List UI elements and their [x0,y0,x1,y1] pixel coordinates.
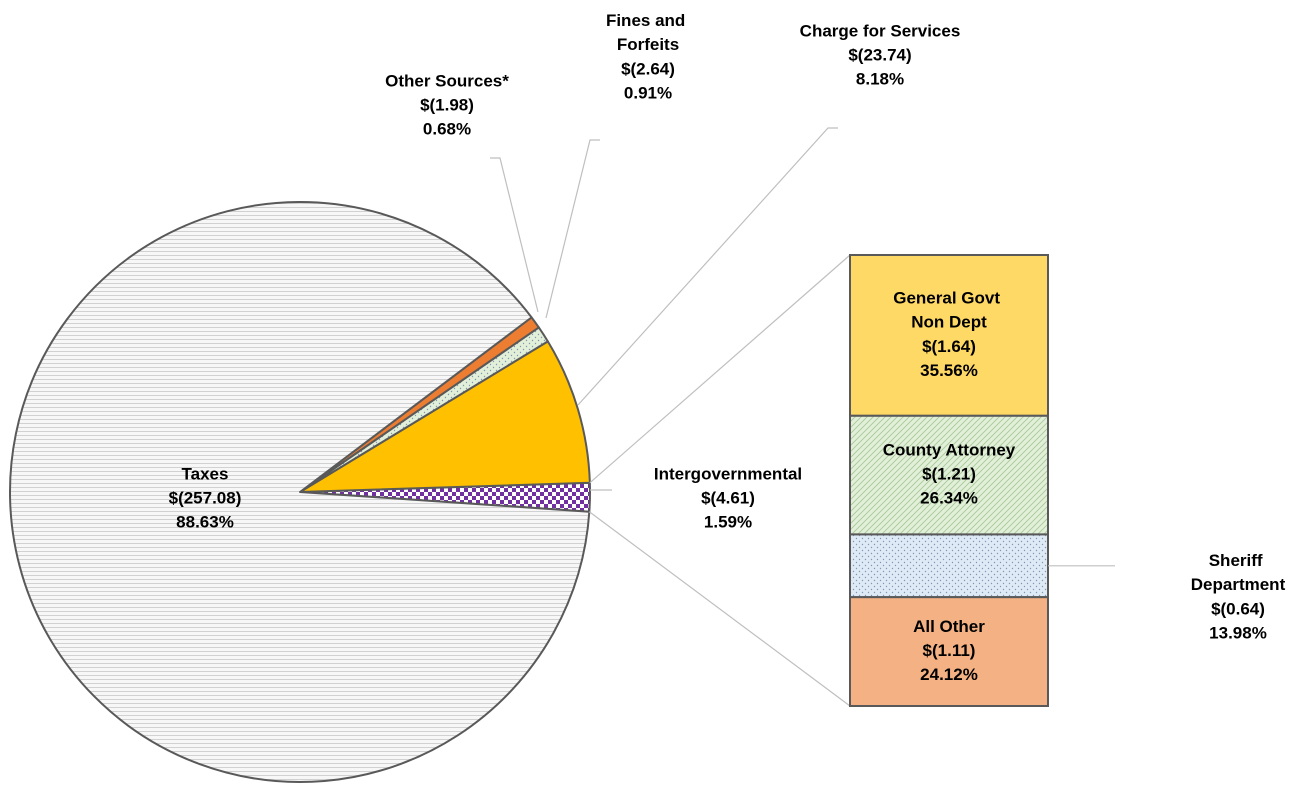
pie-slice [9,201,591,783]
data-label: 88.63% [176,512,234,531]
data-label: 8.18% [856,69,904,88]
data-label: 35.56% [920,361,978,380]
data-label: Fines and Forfeits [606,11,690,54]
data-label: $(4.61) [701,488,755,507]
data-label: Intergovernmental [654,464,802,483]
data-label: 24.12% [920,665,978,684]
data-label: $(257.08) [169,488,242,507]
data-label: $(1.64) [922,337,976,356]
data-label: Other Sources* [385,71,509,90]
leader-line [577,127,838,406]
data-label: $(23.74) [848,45,911,64]
data-label: Sheriff Department [1191,551,1286,594]
data-label: $(2.64) [621,59,675,78]
data-label: Charge for Services [800,21,961,40]
connector-line [588,511,851,707]
data-label: 1.59% [704,512,752,531]
bar-segment [849,596,1049,708]
data-label: $(0.64) [1211,599,1265,618]
data-label: 0.91% [624,83,672,102]
leader-line [490,157,539,313]
data-label: 13.98% [1209,623,1267,642]
bar-segment [849,414,1049,536]
data-label: 0.68% [423,119,471,138]
leader-line [545,139,600,319]
data-label: All Other [913,617,985,636]
data-label: 26.34% [920,489,978,508]
bar-segment [849,533,1049,599]
data-label: $(1.21) [922,465,976,484]
bar-segment [849,254,1049,417]
connector-line [589,254,851,484]
data-label: $(1.11) [923,641,976,660]
pie-slice [299,340,591,493]
data-label: Taxes [182,464,229,483]
data-label: County Attorney [883,441,1016,460]
data-label: General Govt Non Dept [893,289,1004,332]
data-label: $(1.98) [420,95,474,114]
